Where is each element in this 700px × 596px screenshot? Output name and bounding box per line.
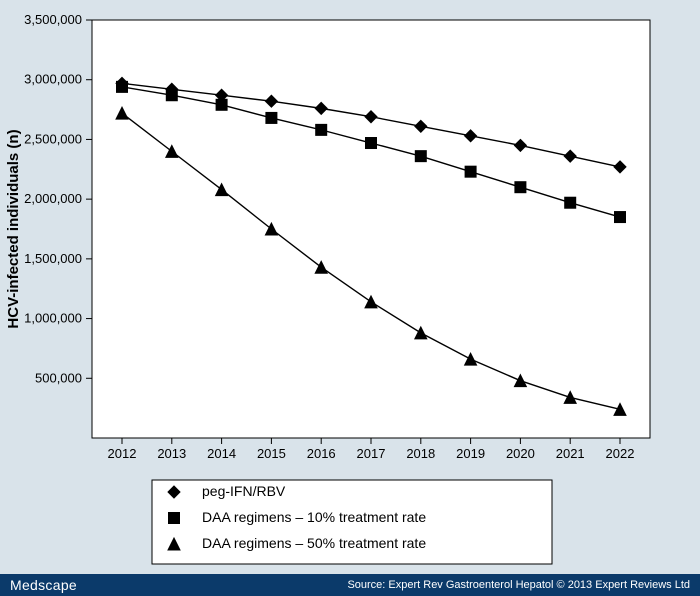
- legend-label: DAA regimens – 50% treatment rate: [202, 535, 426, 551]
- brand-logo: Medscape: [10, 577, 77, 593]
- x-tick-label: 2013: [157, 446, 186, 461]
- chart-frame: 500,000 1,000,000 1,500,000 2,000,000 2,500,…: [0, 0, 700, 596]
- legend-label: peg-IFN/RBV: [202, 483, 286, 499]
- y-tick-label: 3,500,000: [24, 12, 82, 27]
- plot-area: [92, 20, 650, 438]
- data-marker: [515, 182, 526, 193]
- data-marker: [166, 90, 177, 101]
- data-marker: [266, 112, 277, 123]
- brand-text: Medscape: [10, 577, 77, 593]
- y-tick-label: 500,000: [35, 370, 82, 385]
- data-marker: [316, 124, 327, 135]
- x-tick-label: 2020: [506, 446, 535, 461]
- data-marker: [415, 151, 426, 162]
- x-tick-label: 2019: [456, 446, 485, 461]
- data-marker: [216, 99, 227, 110]
- data-marker: [366, 138, 377, 149]
- y-tick-label: 1,000,000: [24, 311, 82, 326]
- x-tick-label: 2022: [606, 446, 635, 461]
- source-text: Source: Expert Rev Gastroenterol Hepatol…: [347, 579, 690, 591]
- x-tick-label: 2016: [307, 446, 336, 461]
- x-tick-label: 2012: [108, 446, 137, 461]
- footer-bar: Medscape Source: Expert Rev Gastroentero…: [0, 574, 700, 596]
- y-tick-label: 2,000,000: [24, 191, 82, 206]
- data-marker: [565, 197, 576, 208]
- chart-canvas: 500,000 1,000,000 1,500,000 2,000,000 2,500,…: [0, 0, 700, 596]
- x-tick-label: 2014: [207, 446, 236, 461]
- y-tick-label: 3,000,000: [24, 72, 82, 87]
- x-tick-label: 2017: [357, 446, 386, 461]
- data-marker: [117, 81, 128, 92]
- x-tick-label: 2015: [257, 446, 286, 461]
- data-marker: [465, 166, 476, 177]
- x-tick-label: 2021: [556, 446, 585, 461]
- y-tick-label: 2,500,000: [24, 131, 82, 146]
- legend-label: DAA regimens – 10% treatment rate: [202, 509, 426, 525]
- x-tick-label: 2018: [406, 446, 435, 461]
- y-axis-label: HCV-infected individuals (n): [5, 129, 22, 328]
- y-tick-label: 1,500,000: [24, 251, 82, 266]
- data-marker: [169, 513, 180, 524]
- data-marker: [615, 212, 626, 223]
